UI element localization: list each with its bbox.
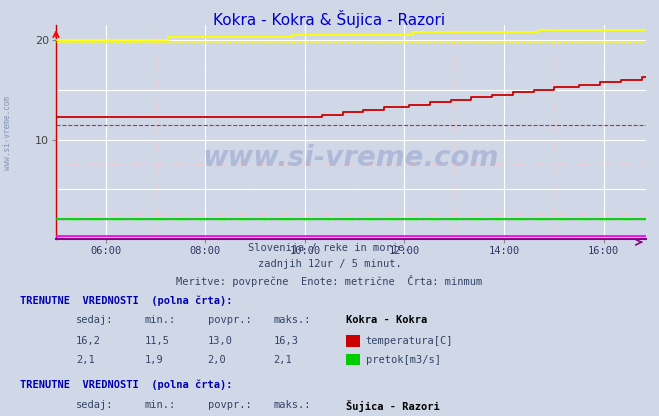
Text: 11,5: 11,5 [145, 336, 170, 346]
Text: www.si-vreme.com: www.si-vreme.com [3, 96, 13, 170]
Text: Slovenija / reke in morje.: Slovenija / reke in morje. [248, 243, 411, 253]
Text: sedaj:: sedaj: [76, 400, 113, 410]
Text: zadnjih 12ur / 5 minut.: zadnjih 12ur / 5 minut. [258, 259, 401, 269]
Text: pretok[m3/s]: pretok[m3/s] [366, 355, 441, 365]
Text: 16,2: 16,2 [76, 336, 101, 346]
Text: maks.:: maks.: [273, 400, 311, 410]
Text: TRENUTNE  VREDNOSTI  (polna črta):: TRENUTNE VREDNOSTI (polna črta): [20, 380, 232, 390]
Text: TRENUTNE  VREDNOSTI  (polna črta):: TRENUTNE VREDNOSTI (polna črta): [20, 295, 232, 306]
Text: www.si-vreme.com: www.si-vreme.com [203, 144, 499, 172]
Text: Kokra - Kokra & Šujica - Razori: Kokra - Kokra & Šujica - Razori [214, 10, 445, 28]
Text: maks.:: maks.: [273, 315, 311, 325]
Text: min.:: min.: [145, 400, 176, 410]
Text: Meritve: povprečne  Enote: metrične  Črta: minmum: Meritve: povprečne Enote: metrične Črta:… [177, 275, 482, 287]
Text: povpr.:: povpr.: [208, 400, 251, 410]
Text: 2,1: 2,1 [273, 355, 292, 365]
Text: Kokra - Kokra: Kokra - Kokra [346, 315, 427, 325]
Text: povpr.:: povpr.: [208, 315, 251, 325]
Text: 16,3: 16,3 [273, 336, 299, 346]
Text: 2,1: 2,1 [76, 355, 94, 365]
Text: temperatura[C]: temperatura[C] [366, 336, 453, 346]
Text: 1,9: 1,9 [145, 355, 163, 365]
Text: 13,0: 13,0 [208, 336, 233, 346]
Text: min.:: min.: [145, 315, 176, 325]
Text: 2,0: 2,0 [208, 355, 226, 365]
Text: sedaj:: sedaj: [76, 315, 113, 325]
Text: Šujica - Razori: Šujica - Razori [346, 400, 440, 412]
